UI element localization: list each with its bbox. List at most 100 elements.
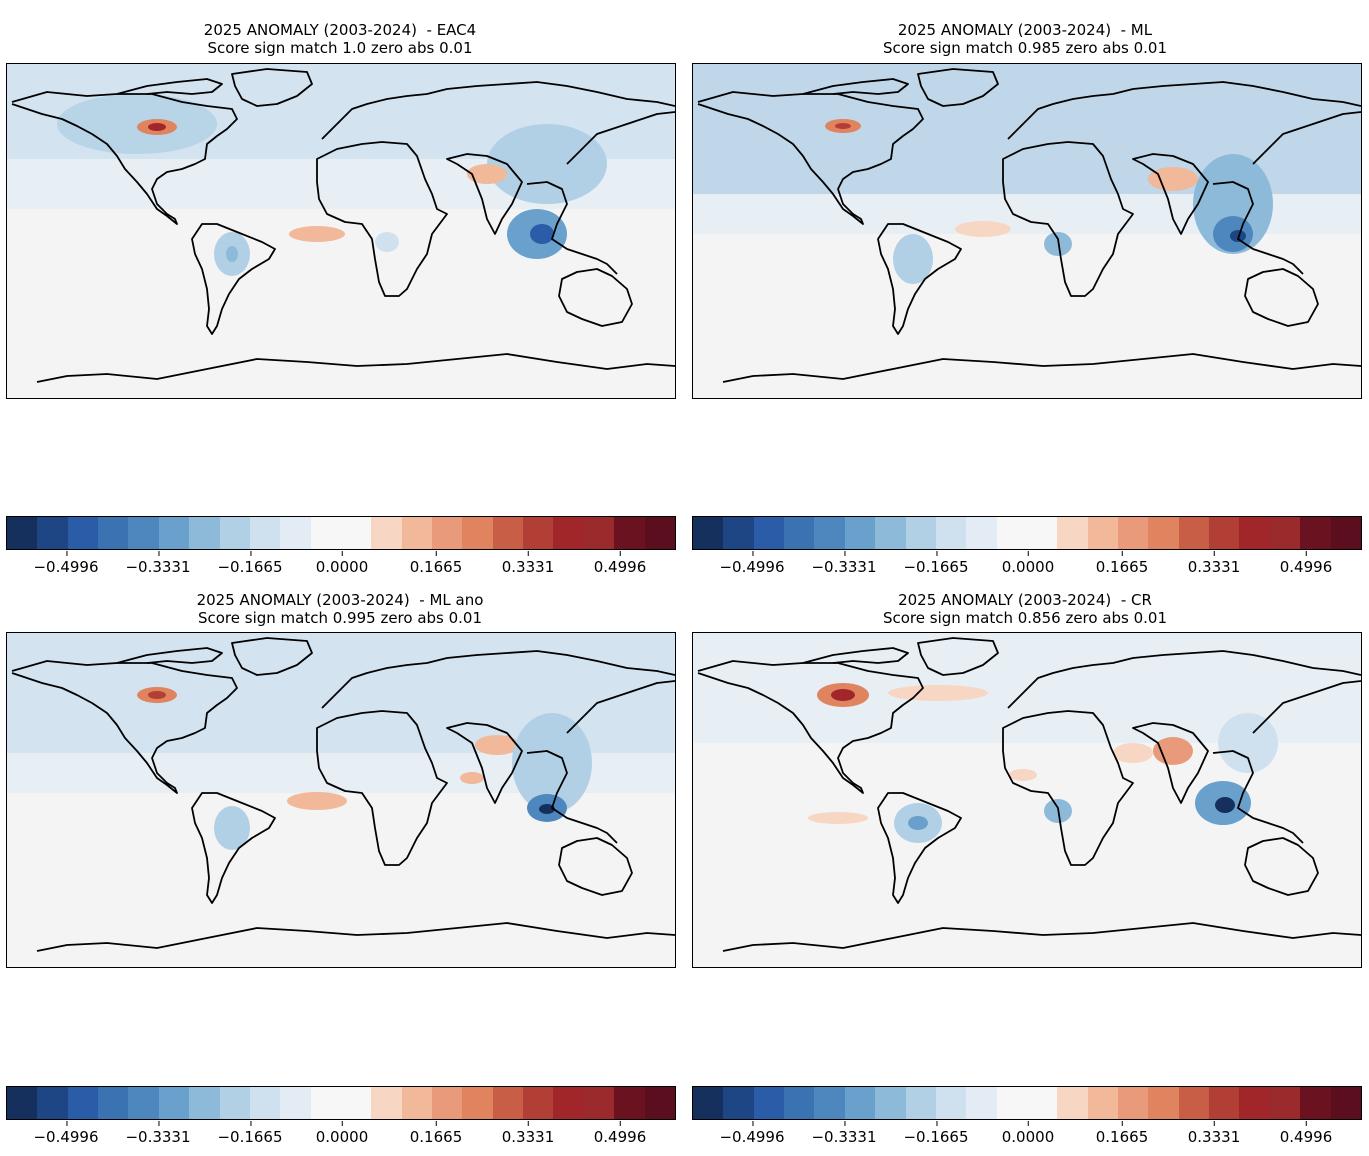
- colorbar-tick-label: 0.1665: [409, 551, 463, 576]
- colorbar-tick-label: 0.4996: [593, 551, 647, 576]
- anomaly-map: [6, 63, 676, 399]
- colorbar-tick-label: −0.3331: [811, 551, 877, 576]
- colorbar-segment: [1178, 1087, 1210, 1119]
- colorbar-segment: [1087, 1087, 1119, 1119]
- colorbar-segment: [67, 1087, 99, 1119]
- colorbar-tick-label: 0.3331: [1187, 1121, 1241, 1146]
- colorbar-segment: [875, 1087, 906, 1119]
- colorbar-segment: [401, 517, 433, 549]
- colorbar-segment: [310, 517, 341, 549]
- colorbar-tick-label: 0.4996: [1279, 1121, 1333, 1146]
- colorbar-tick-label: 0.4996: [1279, 551, 1333, 576]
- colorbar-segment: [158, 1087, 190, 1119]
- colorbar: [6, 516, 676, 550]
- colorbar-segment: [280, 517, 311, 549]
- colorbar-tick-label: −0.4996: [719, 1121, 785, 1146]
- colorbar-segment: [784, 1087, 815, 1119]
- colorbar-tick-label: −0.3331: [811, 1121, 877, 1146]
- colorbar-segment: [219, 517, 250, 549]
- panel-title: 2025 ANOMALY (2003-2024) - CR Score sign …: [882, 591, 1168, 627]
- colorbar-segment: [753, 517, 785, 549]
- colorbar-ticks: −0.4996 −0.3331 −0.1665 0.0000 0.1665 0.3331 0…: [692, 551, 1362, 582]
- colorbar-segment: [189, 517, 220, 549]
- colorbar-segment: [7, 1087, 38, 1119]
- map-canvas: [693, 64, 1361, 383]
- colorbar-tick-label: 0.1665: [1095, 1121, 1149, 1146]
- colorbar-segment: [1026, 1087, 1058, 1119]
- colorbar-segment: [996, 517, 1027, 549]
- colorbar-segment: [1087, 517, 1119, 549]
- colorbar-tick-label: −0.1665: [903, 1121, 969, 1146]
- map-canvas: [7, 633, 675, 952]
- colorbar-segment: [614, 517, 645, 549]
- colorbar-segment: [1269, 517, 1301, 549]
- colorbar-ticks: −0.4996 −0.3331 −0.1665 0.0000 0.1665 0.3331 0…: [692, 1121, 1362, 1152]
- colorbar-segment: [1300, 1087, 1331, 1119]
- colorbar-segment: [693, 1087, 724, 1119]
- colorbar-tick-label: −0.4996: [33, 551, 99, 576]
- colorbar-segment: [98, 517, 129, 549]
- colorbar-segment: [340, 1087, 372, 1119]
- colorbar-tick-label: 0.4996: [593, 1121, 647, 1146]
- colorbar-segment: [371, 1087, 402, 1119]
- colorbar-tick-label: −0.4996: [33, 1121, 99, 1146]
- anomaly-map: [6, 632, 676, 968]
- colorbar-segment: [844, 517, 876, 549]
- colorbar-segment: [1148, 517, 1179, 549]
- anomaly-map: [692, 63, 1362, 399]
- colorbar-tick-label: −0.3331: [125, 551, 191, 576]
- colorbar-segment: [553, 517, 584, 549]
- colorbar-segment: [844, 1087, 876, 1119]
- colorbar-tick-label: −0.3331: [125, 1121, 191, 1146]
- colorbar-tick-label: 0.1665: [409, 1121, 463, 1146]
- colorbar-segment: [814, 517, 845, 549]
- colorbar-segment: [814, 1087, 845, 1119]
- colorbar-segment: [37, 1087, 68, 1119]
- colorbar-segment: [523, 1087, 554, 1119]
- colorbar-segment: [583, 1087, 615, 1119]
- colorbar-segment: [98, 1087, 129, 1119]
- colorbar-segment: [249, 1087, 281, 1119]
- colorbar-segment: [492, 517, 524, 549]
- colorbar-segment: [158, 517, 190, 549]
- colorbar-tick-label: −0.1665: [217, 551, 283, 576]
- colorbar: [692, 1086, 1362, 1120]
- colorbar-tick-label: −0.1665: [903, 551, 969, 576]
- colorbar-segment: [128, 517, 159, 549]
- colorbar-segment: [1209, 517, 1240, 549]
- colorbar-tick-label: 0.0000: [315, 1121, 369, 1146]
- colorbar-segment: [875, 517, 906, 549]
- colorbar-segment: [219, 1087, 250, 1119]
- panel-title: 2025 ANOMALY (2003-2024) - EAC4 Score sig…: [203, 21, 477, 57]
- colorbar-segment: [1148, 1087, 1179, 1119]
- panel-title: 2025 ANOMALY (2003-2024) - ML Score sign …: [882, 21, 1168, 57]
- colorbar-segment: [432, 1087, 463, 1119]
- colorbar-segment: [1209, 1087, 1240, 1119]
- colorbar-tick-label: 0.0000: [315, 551, 369, 576]
- colorbar-segment: [462, 517, 493, 549]
- colorbar-segment: [340, 517, 372, 549]
- colorbar-segment: [935, 517, 967, 549]
- colorbar-segment: [723, 517, 754, 549]
- colorbar-segment: [1057, 517, 1088, 549]
- colorbar-segment: [462, 1087, 493, 1119]
- colorbar-ticks: −0.4996 −0.3331 −0.1665 0.0000 0.1665 0.3331 0…: [6, 1121, 676, 1152]
- colorbar-segment: [1118, 1087, 1149, 1119]
- colorbar-segment: [249, 517, 281, 549]
- colorbar-segment: [1239, 517, 1270, 549]
- colorbar-segment: [966, 1087, 997, 1119]
- colorbar-segment: [67, 517, 99, 549]
- colorbar-segment: [553, 1087, 584, 1119]
- colorbar-segment: [784, 517, 815, 549]
- colorbar-segment: [1118, 517, 1149, 549]
- colorbar-segment: [1269, 1087, 1301, 1119]
- colorbar-segment: [1330, 1087, 1361, 1119]
- colorbar-segment: [905, 517, 936, 549]
- colorbar-tick-label: 0.1665: [1095, 551, 1149, 576]
- colorbar-segment: [723, 1087, 754, 1119]
- map-canvas: [7, 64, 675, 383]
- colorbar-tick-label: −0.4996: [719, 551, 785, 576]
- colorbar: [692, 516, 1362, 550]
- colorbar-tick-label: 0.3331: [1187, 551, 1241, 576]
- map-canvas: [693, 633, 1361, 952]
